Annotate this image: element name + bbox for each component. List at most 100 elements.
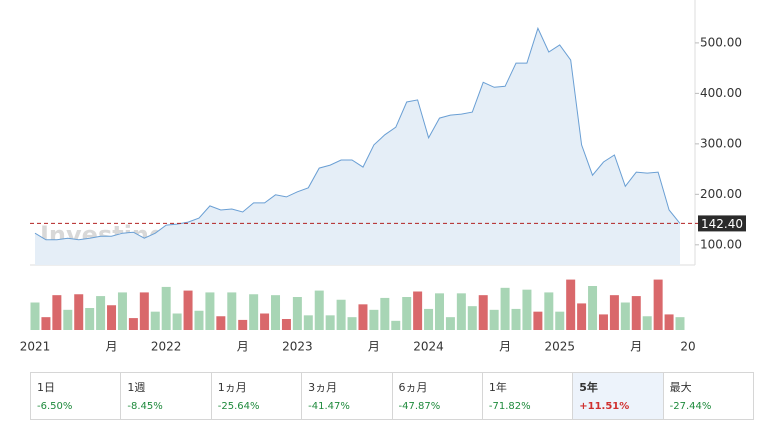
volume-bar <box>664 314 674 330</box>
volume-bar <box>358 304 368 330</box>
price-line <box>34 26 681 241</box>
volume-bar <box>445 317 455 330</box>
volume-bar <box>194 310 204 330</box>
volume-bar <box>456 293 466 330</box>
volume-bar <box>511 308 521 330</box>
period-cell[interactable]: 1週 -8.45% <box>121 373 212 419</box>
volume-bar <box>489 309 499 330</box>
volume-bar <box>96 296 106 330</box>
volume-bar <box>533 311 543 330</box>
volume-bar <box>41 317 51 330</box>
volume-bar <box>52 295 62 330</box>
volume-bar <box>642 316 652 330</box>
period-label: 1日 <box>37 381 55 394</box>
period-change: -47.87% <box>398 401 441 412</box>
x-tick-label: 2021 <box>20 340 51 354</box>
volume-bar <box>238 319 248 330</box>
volume-bar <box>107 305 117 330</box>
volume-bar <box>336 299 346 330</box>
chart: Investing.com100.00200.00300.00400.00500… <box>20 0 746 354</box>
volume-bar <box>434 293 444 330</box>
volume-bar <box>555 311 565 330</box>
period-cell[interactable]: 6ヵ月 -47.87% <box>393 373 483 419</box>
volume-bar <box>150 311 160 330</box>
y-tick-label: 400.00 <box>700 86 742 100</box>
x-tick-label: 月 <box>368 340 380 354</box>
x-tick-label: 20 <box>680 340 695 354</box>
volume-bar <box>566 279 576 330</box>
volume-bar <box>413 291 423 330</box>
volume-bar <box>172 313 182 330</box>
y-tick-label: 500.00 <box>700 35 742 49</box>
volume-bar <box>139 292 149 330</box>
volume-bar <box>63 309 73 330</box>
x-tick-label: 月 <box>106 340 118 354</box>
area <box>35 28 680 265</box>
period-change: +11.51% <box>579 401 630 412</box>
period-cell[interactable]: 5年 +11.51% <box>573 373 664 419</box>
period-change: -8.45% <box>127 401 163 412</box>
period-cell[interactable]: 最大 -27.44% <box>664 373 753 419</box>
volume-bar <box>424 308 434 330</box>
volume-bar <box>74 294 84 330</box>
period-change: -41.47% <box>308 401 350 412</box>
period-cell[interactable]: 1日 -6.50% <box>31 373 122 419</box>
volume-bar <box>271 295 281 330</box>
y-tick-label: 100.00 <box>700 237 742 251</box>
period-label: 1週 <box>127 381 146 394</box>
volume-bar <box>128 318 138 330</box>
period-cell[interactable]: 1ヵ月 -25.64% <box>212 373 303 419</box>
period-label: 3ヵ月 <box>308 381 338 394</box>
volume-bar <box>260 313 270 330</box>
volume-bar <box>216 316 226 330</box>
period-label: 1年 <box>488 381 507 394</box>
volume-bar <box>369 309 379 330</box>
volume-bar <box>522 289 532 330</box>
volume-bar <box>478 295 488 330</box>
volume-bar <box>292 297 302 330</box>
x-tick-label: 月 <box>630 340 642 354</box>
volume-bar <box>227 292 237 330</box>
volume-bar <box>467 306 477 330</box>
volume-bar <box>85 308 95 330</box>
volume-bar <box>631 296 641 330</box>
period-label: 6ヵ月 <box>398 381 428 394</box>
period-change: -27.44% <box>669 401 712 412</box>
volume-bar <box>205 292 215 330</box>
x-tick-label: 2025 <box>544 340 575 354</box>
price-badge <box>698 215 746 232</box>
volume-bar <box>500 287 510 330</box>
period-cell[interactable]: 3ヵ月 -41.47% <box>302 373 393 419</box>
volume-bar <box>325 315 335 330</box>
period-change: -25.64% <box>217 401 260 412</box>
period-label: 1ヵ月 <box>217 381 247 394</box>
volume-bar <box>249 294 259 330</box>
volume-bar <box>391 320 401 330</box>
volume-bar <box>347 317 357 330</box>
period-change: -71.82% <box>488 401 531 412</box>
volume-bar <box>30 302 40 330</box>
period-label: 5年 <box>579 381 598 394</box>
volume-bar <box>183 290 193 330</box>
x-tick-label: 月 <box>237 340 249 354</box>
x-tick-label: 2022 <box>151 340 182 354</box>
volume-bar <box>620 302 630 330</box>
volume-bar <box>653 279 663 330</box>
volume-bar <box>281 319 291 330</box>
x-tick-label: 2024 <box>413 340 444 354</box>
period-cell[interactable]: 1年 -71.82% <box>483 373 574 419</box>
x-tick-label: 2023 <box>282 340 313 354</box>
price-badge-label: 142.40 <box>701 217 743 231</box>
volume-bar <box>609 295 619 330</box>
x-tick-label: 月 <box>499 340 511 354</box>
volume-bar <box>598 314 608 330</box>
volume-bar <box>380 297 390 330</box>
volume-bar <box>314 290 324 330</box>
y-tick-label: 300.00 <box>700 136 742 150</box>
volume-bar <box>675 317 685 330</box>
y-tick-label: 200.00 <box>700 187 742 201</box>
volume-bar <box>588 286 598 330</box>
volume-bar <box>161 286 171 330</box>
volume-bar <box>577 303 587 330</box>
